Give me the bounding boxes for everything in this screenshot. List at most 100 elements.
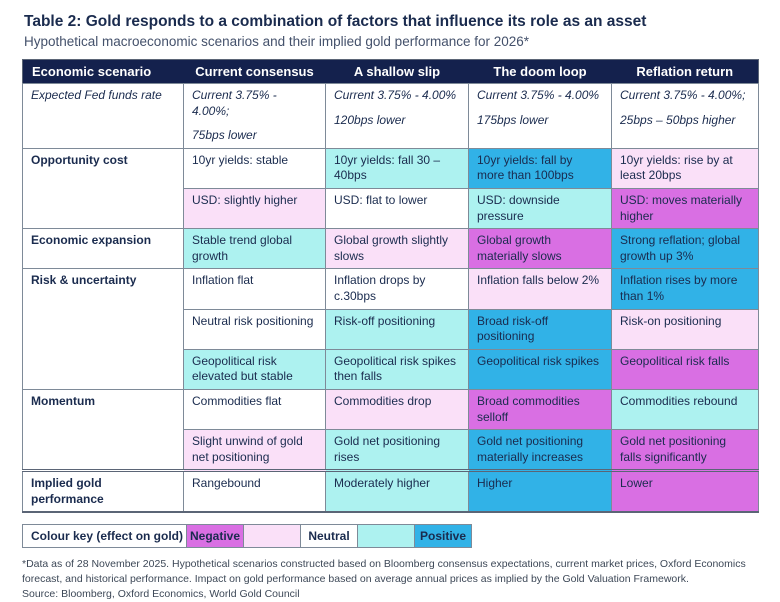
- cell-text: Moderately higher: [334, 476, 431, 491]
- colour-key: Colour key (effect on gold) Negative Neu…: [22, 524, 758, 549]
- cell-text: Risk-on positioning: [620, 313, 722, 328]
- row-label-momentum: Momentum: [22, 388, 184, 472]
- cell-text: Gold net positioning falls significantly: [620, 434, 727, 464]
- scenario-cell-the-doom-loop: 10yr yields: fall by more than 100bps: [468, 147, 612, 189]
- scenario-cell-a-shallow-slip: Gold net positioning rises: [325, 429, 469, 472]
- cell-text: Gold net positioning rises: [334, 434, 441, 464]
- cell-text: Global growth slightly slows: [334, 233, 449, 263]
- cell-text: USD: downside pressure: [477, 192, 560, 223]
- row-label-economic-expansion: Economic expansion: [22, 228, 184, 270]
- cell-text: Geopolitical risk spikes then falls: [334, 353, 457, 384]
- cell-text: 175bps lower: [477, 112, 549, 127]
- scenario-cell-the-doom-loop: Higher: [468, 469, 612, 514]
- scenario-cell-a-shallow-slip: Commodities drop: [325, 388, 469, 431]
- cell-text: Gold net positioning materially increase…: [477, 434, 584, 464]
- cell-text: Current 3.75% - 4.00%: [477, 88, 600, 102]
- scenario-cell-the-doom-loop: Current 3.75% - 4.00% 175bps lower: [468, 83, 612, 149]
- column-header-the-doom-loop: The doom loop: [468, 59, 612, 84]
- scenario-cell-a-shallow-slip: 10yr yields: fall 30 – 40bps: [325, 147, 469, 189]
- cell-text: Commodities flat: [192, 393, 282, 408]
- footnote-source: Source: Bloomberg, Oxford Economics, Wor…: [22, 587, 300, 600]
- colour-key-swatch-slight-negative: [243, 524, 301, 549]
- scenario-cell-reflation-return: Current 3.75% - 4.00%; 25bps – 50bps high…: [611, 83, 759, 149]
- scenario-cell-current-consensus: Neutral risk positioning: [183, 308, 326, 350]
- scenario-cell-a-shallow-slip: Global growth slightly slows: [325, 228, 469, 270]
- colour-key-swatch-neutral: Neutral: [300, 524, 358, 549]
- column-header-reflation-return: Reflation return: [611, 59, 759, 84]
- table-row: Geopolitical risk elevated but stable Geo…: [23, 348, 759, 390]
- colour-key-swatch-negative: Negative: [186, 524, 244, 549]
- scenario-cell-the-doom-loop: Broad commodities selloff: [468, 388, 612, 431]
- cell-text: Slight unwind of gold net positioning: [192, 434, 303, 464]
- cell-text: Current 3.75% - 4.00%;: [192, 88, 277, 118]
- scenario-table-body: Expected Fed funds rate Current 3.75% - 4…: [22, 83, 759, 514]
- cell-text: Commodities drop: [334, 393, 432, 408]
- colour-key-swatch-slight-positive: [357, 524, 415, 549]
- cell-text: Commodities rebound: [620, 393, 738, 408]
- page-title: Table 2: Gold responds to a combination …: [24, 13, 647, 30]
- table-row: Slight unwind of gold net positioning Gol…: [23, 429, 759, 472]
- scenario-cell-a-shallow-slip: Risk-off positioning: [325, 308, 469, 350]
- scenario-cell-current-consensus: 10yr yields: stable: [183, 147, 326, 189]
- cell-text: Current 3.75% - 4.00%;: [620, 88, 746, 102]
- row-label-expected-fed-funds-rate: Expected Fed funds rate: [22, 83, 184, 149]
- table-row: Risk & uncertainty Inflation flat Inflatio…: [22, 268, 759, 390]
- cell-text: USD: moves materially higher: [620, 192, 743, 223]
- table-header-row: Economic scenario Current consensus A sh…: [22, 59, 759, 84]
- cell-text: Current 3.75% - 4.00%: [334, 88, 457, 102]
- scenario-cell-the-doom-loop: Global growth materially slows: [468, 228, 612, 270]
- scenario-cell-a-shallow-slip: Geopolitical risk spikes then falls: [325, 348, 469, 390]
- colour-key-label: Colour key (effect on gold): [22, 524, 187, 549]
- cell-text: Inflation rises by more than 1%: [620, 273, 738, 303]
- scenario-cell-current-consensus: Slight unwind of gold net positioning: [183, 429, 326, 472]
- scenario-table: Economic scenario Current consensus A sh…: [22, 59, 759, 514]
- table-row: Neutral risk positioning Risk-off positio…: [23, 308, 759, 350]
- scenario-cell-reflation-return: Lower: [611, 469, 759, 514]
- footnote: *Data as of 28 November 2025. Hypothetic…: [22, 557, 758, 601]
- cell-text: USD: flat to lower: [334, 192, 428, 207]
- cell-text: 10yr yields: stable: [192, 152, 289, 167]
- cell-text: Inflation drops by c.30bps: [334, 273, 426, 303]
- cell-text: 10yr yields: rise by at least 20bps: [620, 152, 733, 183]
- scenario-cell-reflation-return: USD: moves materially higher: [611, 187, 759, 230]
- cell-text: Rangebound: [192, 476, 261, 491]
- scenario-cell-the-doom-loop: Geopolitical risk spikes: [468, 348, 612, 390]
- scenario-cell-reflation-return: Risk-on positioning: [611, 308, 759, 350]
- row-label-risk-uncertainty: Risk & uncertainty: [22, 268, 184, 390]
- table-row: Expected Fed funds rate Current 3.75% - 4…: [22, 83, 759, 149]
- scenario-cell-a-shallow-slip: Current 3.75% - 4.00% 120bps lower: [325, 83, 469, 149]
- column-header-current-consensus: Current consensus: [183, 59, 326, 84]
- cell-text: 10yr yields: fall 30 – 40bps: [334, 152, 441, 183]
- table-row: Economic expansion Stable trend global gr…: [22, 228, 759, 270]
- scenario-cell-current-consensus: Commodities flat: [183, 388, 326, 431]
- scenario-cell-the-doom-loop: Gold net positioning materially increase…: [468, 429, 612, 472]
- cell-text: Strong reflation; global growth up 3%: [620, 233, 741, 263]
- scenario-cell-reflation-return: Commodities rebound: [611, 388, 759, 431]
- cell-text: Inflation flat: [192, 273, 254, 288]
- scenario-cell-current-consensus: Current 3.75% - 4.00%; 75bps lower: [183, 83, 326, 149]
- scenario-cell-the-doom-loop: USD: downside pressure: [468, 187, 612, 230]
- cell-text: 25bps – 50bps higher: [620, 112, 736, 127]
- cell-text: Lower: [620, 476, 653, 491]
- column-header-a-shallow-slip: A shallow slip: [325, 59, 469, 84]
- scenario-cell-reflation-return: Strong reflation; global growth up 3%: [611, 228, 759, 270]
- cell-text: Geopolitical risk elevated but stable: [192, 353, 293, 384]
- scenario-cell-current-consensus: Geopolitical risk elevated but stable: [183, 348, 326, 390]
- table-row: Opportunity cost 10yr yields: stable 10yr …: [22, 147, 759, 230]
- cell-text: Geopolitical risk falls: [620, 353, 730, 368]
- cell-text: 120bps lower: [334, 112, 406, 127]
- cell-text: Global growth materially slows: [477, 233, 562, 263]
- scenario-cell-reflation-return: Geopolitical risk falls: [611, 348, 759, 390]
- cell-text: 75bps lower: [192, 128, 257, 143]
- scenario-cell-current-consensus: Rangebound: [183, 469, 326, 514]
- row-label-opportunity-cost: Opportunity cost: [22, 147, 184, 230]
- scenario-cell-reflation-return: Gold net positioning falls significantly: [611, 429, 759, 472]
- scenario-cell-a-shallow-slip: USD: flat to lower: [325, 187, 469, 230]
- scenario-cell-the-doom-loop: Broad risk-off positioning: [468, 308, 612, 350]
- cell-text: USD: slightly higher: [192, 192, 298, 207]
- scenario-cell-current-consensus: Inflation flat: [183, 268, 326, 310]
- cell-text: Geopolitical risk spikes: [477, 353, 600, 368]
- scenario-cell-reflation-return: Inflation rises by more than 1%: [611, 268, 759, 310]
- scenario-cell-the-doom-loop: Inflation falls below 2%: [468, 268, 612, 310]
